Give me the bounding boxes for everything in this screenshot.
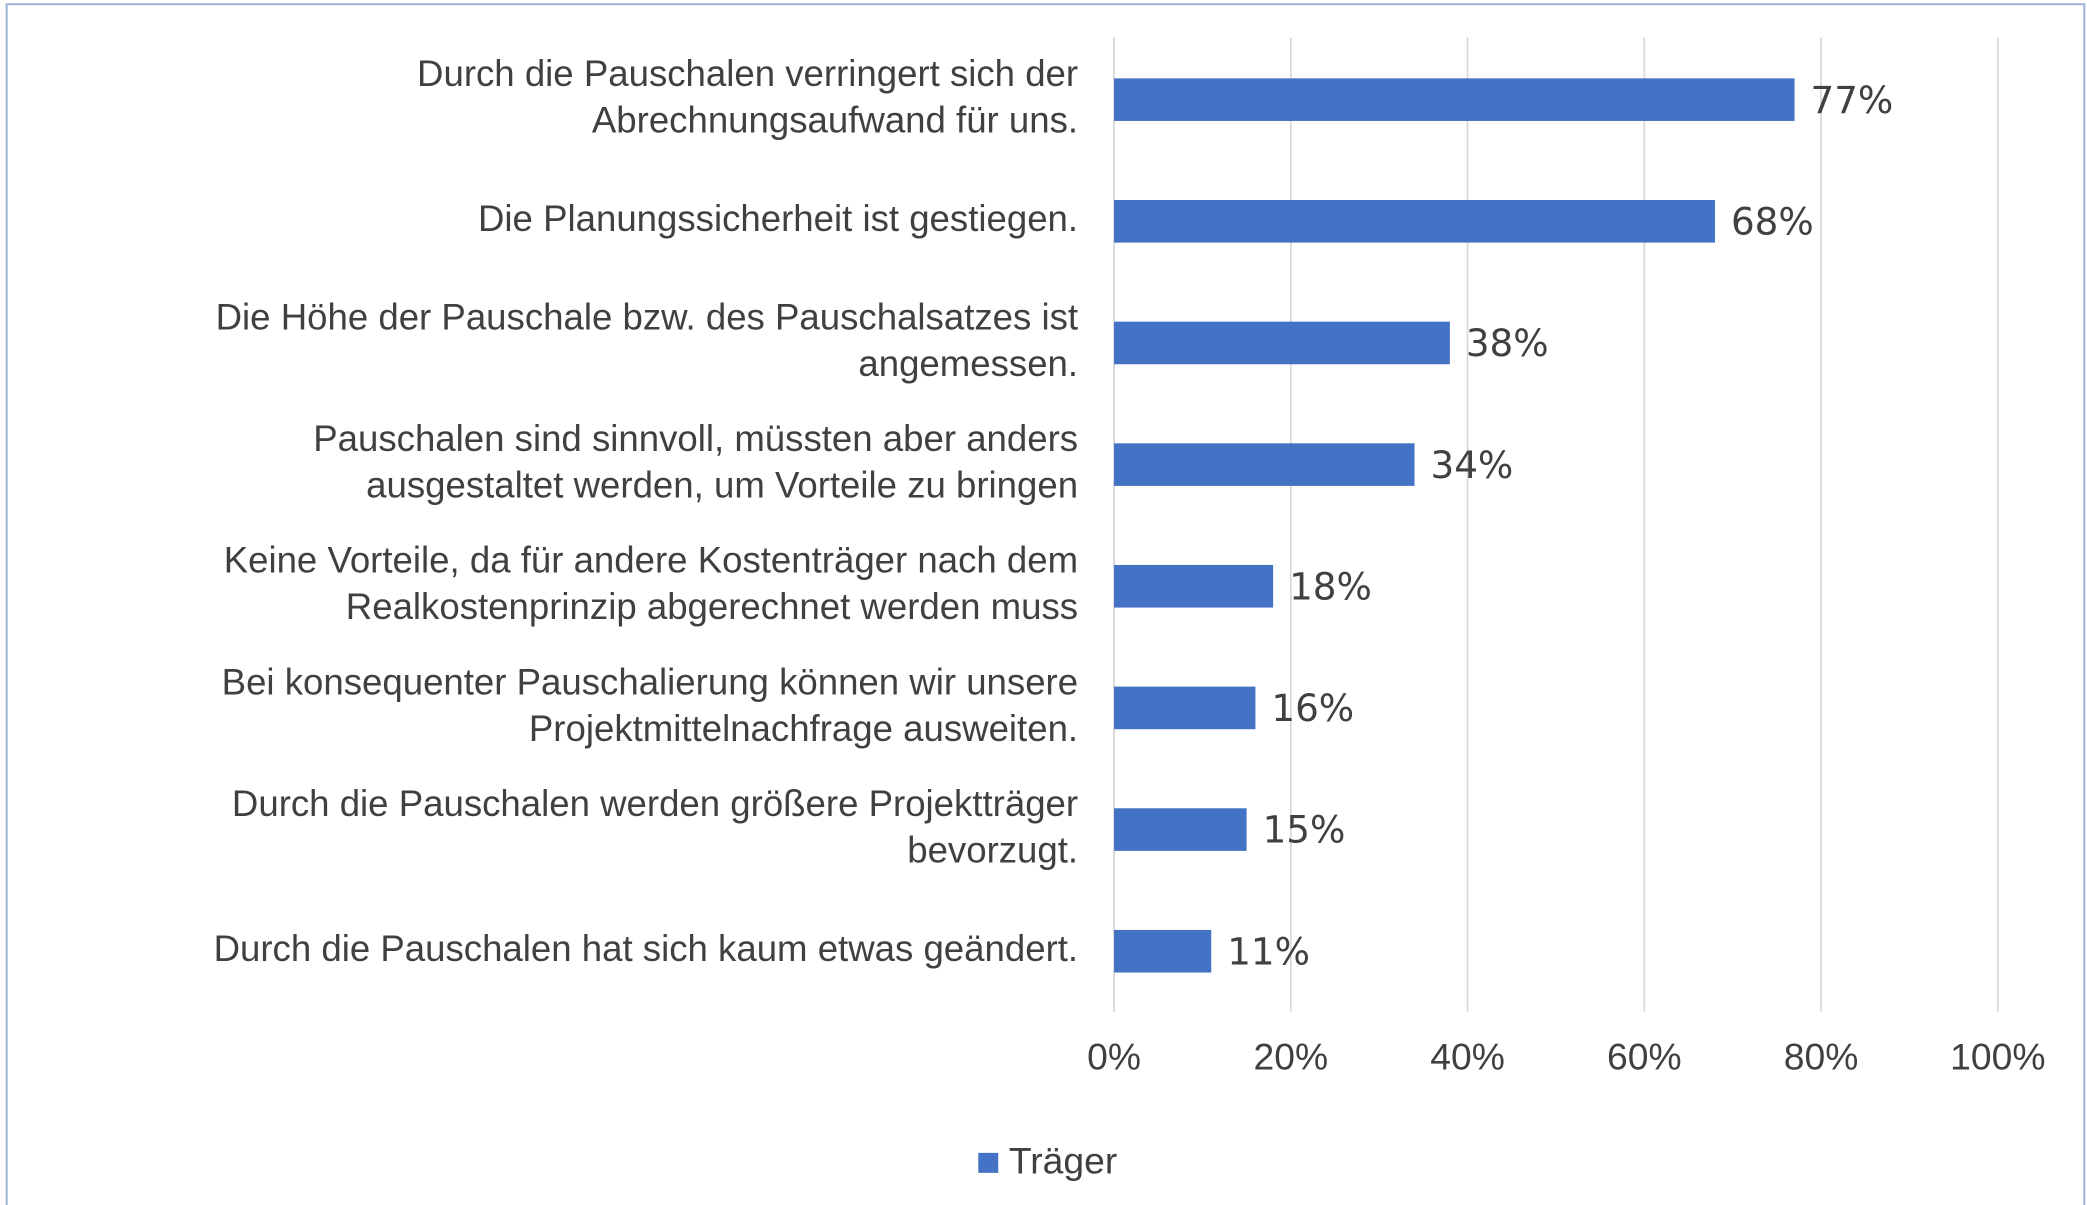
data-label: 77% [1811, 78, 1894, 122]
category-label: Die Höhe der Pauschale bzw. des Pauschal… [216, 296, 1078, 337]
category-label: Keine Vorteile, da für andere Kostenträg… [224, 540, 1078, 581]
bar [1114, 686, 1256, 730]
bar [1114, 929, 1212, 973]
category-label: bevorzugt. [907, 830, 1078, 871]
category-label: Die Planungssicherheit ist gestiegen. [478, 198, 1078, 239]
data-label: 11% [1227, 929, 1310, 973]
category-label: angemessen. [858, 343, 1078, 384]
data-label: 68% [1731, 199, 1814, 243]
bar [1114, 808, 1247, 851]
x-tick-label: 80% [1784, 1036, 1859, 1078]
legend-label: Träger [1009, 1139, 1117, 1181]
x-tick-label: 0% [1087, 1036, 1141, 1078]
legend-swatch [978, 1152, 999, 1173]
bar [1114, 200, 1716, 243]
bar [1114, 321, 1450, 365]
x-tick-label: 40% [1430, 1036, 1505, 1078]
category-label: Durch die Pauschalen hat sich kaum etwas… [214, 928, 1079, 969]
category-label: Bei konsequenter Pauschalierung können w… [222, 661, 1078, 702]
category-label: Durch die Pauschalen verringert sich der [417, 53, 1078, 94]
category-label: Realkostenprinzip abgerechnet werden mus… [346, 586, 1078, 627]
bar [1114, 78, 1795, 121]
category-label: ausgestaltet werden, um Vorteile zu brin… [366, 465, 1078, 506]
bar [1114, 443, 1415, 486]
category-label: Projektmittelnachfrage ausweiten. [529, 708, 1078, 749]
x-tick-label: 60% [1607, 1036, 1682, 1078]
category-label: Abrechnungsaufwand für uns. [592, 100, 1078, 141]
data-label: 38% [1466, 321, 1549, 365]
data-label: 16% [1271, 686, 1354, 730]
x-tick-label: 20% [1254, 1036, 1329, 1078]
category-label: Durch die Pauschalen werden größere Proj… [232, 783, 1078, 824]
data-label: 34% [1431, 443, 1514, 487]
data-label: 15% [1263, 808, 1346, 852]
bar [1114, 564, 1274, 608]
x-tick-label: 100% [1950, 1036, 2045, 1078]
data-label: 18% [1289, 564, 1372, 608]
chart-frame [5, 3, 2086, 1205]
category-label: Pauschalen sind sinnvoll, müssten aber a… [313, 418, 1078, 459]
